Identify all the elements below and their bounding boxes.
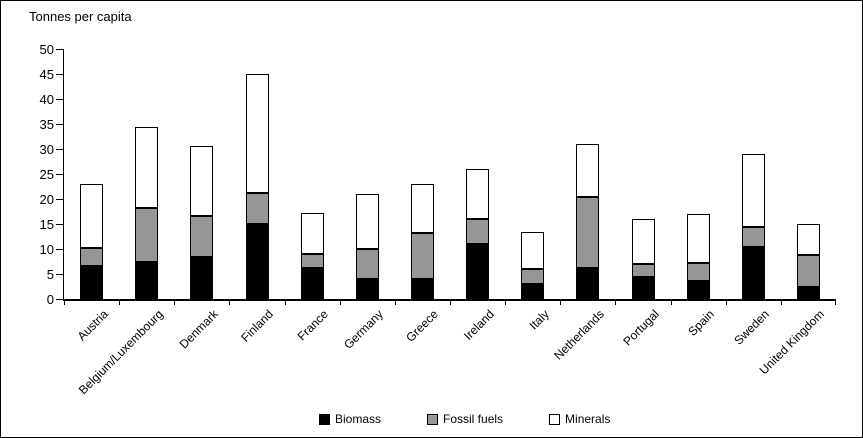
y-axis-label: 5	[46, 266, 54, 282]
legend-label: Minerals	[565, 412, 611, 426]
bar-netherlands-fossil-fuels	[576, 196, 600, 268]
bar-sweden-minerals	[741, 154, 765, 227]
bar-greece-biomass	[410, 279, 434, 299]
plot-area: 0 5 10 15 20 25 30 35 40 45 50	[40, 43, 836, 306]
legend-label: Biomass	[335, 412, 382, 426]
x-axis-tick	[174, 299, 176, 305]
x-axis-tick	[835, 299, 836, 305]
y-axis-label: 30	[39, 141, 54, 157]
legend-item-fossil-fuels: Fossil fuels	[427, 412, 503, 426]
legend-label: Fossil fuels	[443, 412, 504, 426]
y-axis-tick	[56, 48, 63, 50]
x-axis-tick	[450, 299, 451, 305]
bar-belgium-luxembourg-biomass	[135, 261, 159, 299]
y-axis-label: 0	[46, 291, 54, 307]
x-axis-tick	[64, 299, 65, 305]
bar-netherlands-biomass	[576, 268, 600, 299]
x-axis-tick	[339, 299, 341, 305]
bar-belgium-luxembourg-minerals	[135, 126, 159, 208]
x-axis-tick	[615, 299, 617, 305]
bar-finland-biomass	[245, 224, 269, 299]
y-axis-tick	[56, 198, 63, 200]
bar-france-minerals	[300, 212, 324, 254]
bar-austria-fossil-fuels	[80, 248, 104, 266]
x-axis-tick	[394, 299, 396, 305]
bar-finland-fossil-fuels	[245, 193, 269, 224]
y-axis-label: 50	[39, 41, 54, 57]
y-axis-tick	[56, 298, 63, 300]
bar-germany-fossil-fuels	[355, 249, 379, 279]
x-axis-tick	[119, 299, 121, 305]
legend-marker-fossil-fuels	[427, 413, 439, 425]
bar-italy-biomass	[521, 284, 545, 299]
bar-sweden-biomass	[741, 246, 765, 299]
y-axis-label: 20	[39, 191, 54, 207]
bar-united-kingdom-biomass	[796, 286, 820, 299]
chart-title: Tonnes per capita	[29, 9, 132, 24]
bar-italy-minerals	[521, 231, 545, 269]
y-axis-tick	[56, 248, 63, 250]
x-axis-tick	[670, 299, 672, 305]
bar-denmark-fossil-fuels	[190, 215, 214, 257]
bar-spain-minerals	[686, 214, 710, 263]
bar-belgium-luxembourg-fossil-fuels	[135, 207, 159, 262]
legend: Biomass Fossil fuels Minerals	[319, 412, 610, 426]
bar-greece-minerals	[410, 184, 434, 233]
bar-greece-fossil-fuels	[410, 233, 434, 279]
bar-portugal-fossil-fuels	[631, 264, 655, 277]
bar-sweden-fossil-fuels	[741, 226, 765, 247]
y-axis-tick	[56, 123, 63, 125]
x-axis-tick	[284, 299, 286, 305]
bar-germany-biomass	[355, 279, 379, 299]
bar-denmark-biomass	[190, 256, 214, 299]
bar-spain-biomass	[686, 280, 710, 299]
x-axis-tick	[229, 299, 231, 305]
y-axis-label: 45	[39, 66, 54, 82]
bar-united-kingdom-minerals	[796, 224, 820, 255]
bar-finland-minerals	[245, 74, 269, 193]
bar-ireland-minerals	[466, 169, 490, 219]
x-axis-tick	[725, 299, 727, 305]
x-axis-tick	[505, 299, 507, 305]
bar-ireland-biomass	[466, 244, 490, 299]
bar-denmark-minerals	[190, 146, 214, 216]
bar-france-biomass	[300, 268, 324, 299]
y-axis-label: 25	[39, 166, 54, 182]
legend-item-biomass: Biomass	[319, 412, 381, 426]
legend-marker-biomass	[319, 413, 330, 425]
bar-france-fossil-fuels	[300, 253, 324, 268]
y-axis-tick	[56, 173, 63, 175]
bar-ireland-fossil-fuels	[466, 219, 490, 244]
y-axis-tick	[56, 148, 63, 150]
bar-spain-fossil-fuels	[686, 263, 710, 281]
y-axis-label: 10	[39, 241, 54, 257]
x-axis-tick	[780, 299, 782, 305]
bar-italy-fossil-fuels	[521, 269, 545, 284]
x-axis-tick	[560, 299, 562, 305]
y-axis-label: 15	[39, 216, 54, 232]
y-axis-label: 35	[39, 116, 54, 132]
bar-portugal-biomass	[631, 276, 655, 299]
y-axis-tick	[56, 223, 63, 225]
bar-netherlands-minerals	[576, 144, 600, 197]
legend-item-minerals: Minerals	[549, 412, 610, 426]
y-axis-label: 40	[39, 91, 54, 107]
y-axis-tick	[56, 73, 63, 75]
y-axis-tick	[56, 273, 63, 275]
bar-portugal-minerals	[631, 219, 655, 264]
bar-germany-minerals	[355, 194, 379, 249]
bar-austria-minerals	[80, 184, 104, 248]
bar-austria-biomass	[80, 265, 104, 299]
y-axis-tick	[56, 98, 63, 100]
legend-marker-minerals	[549, 413, 561, 425]
bar-united-kingdom-fossil-fuels	[796, 254, 820, 287]
